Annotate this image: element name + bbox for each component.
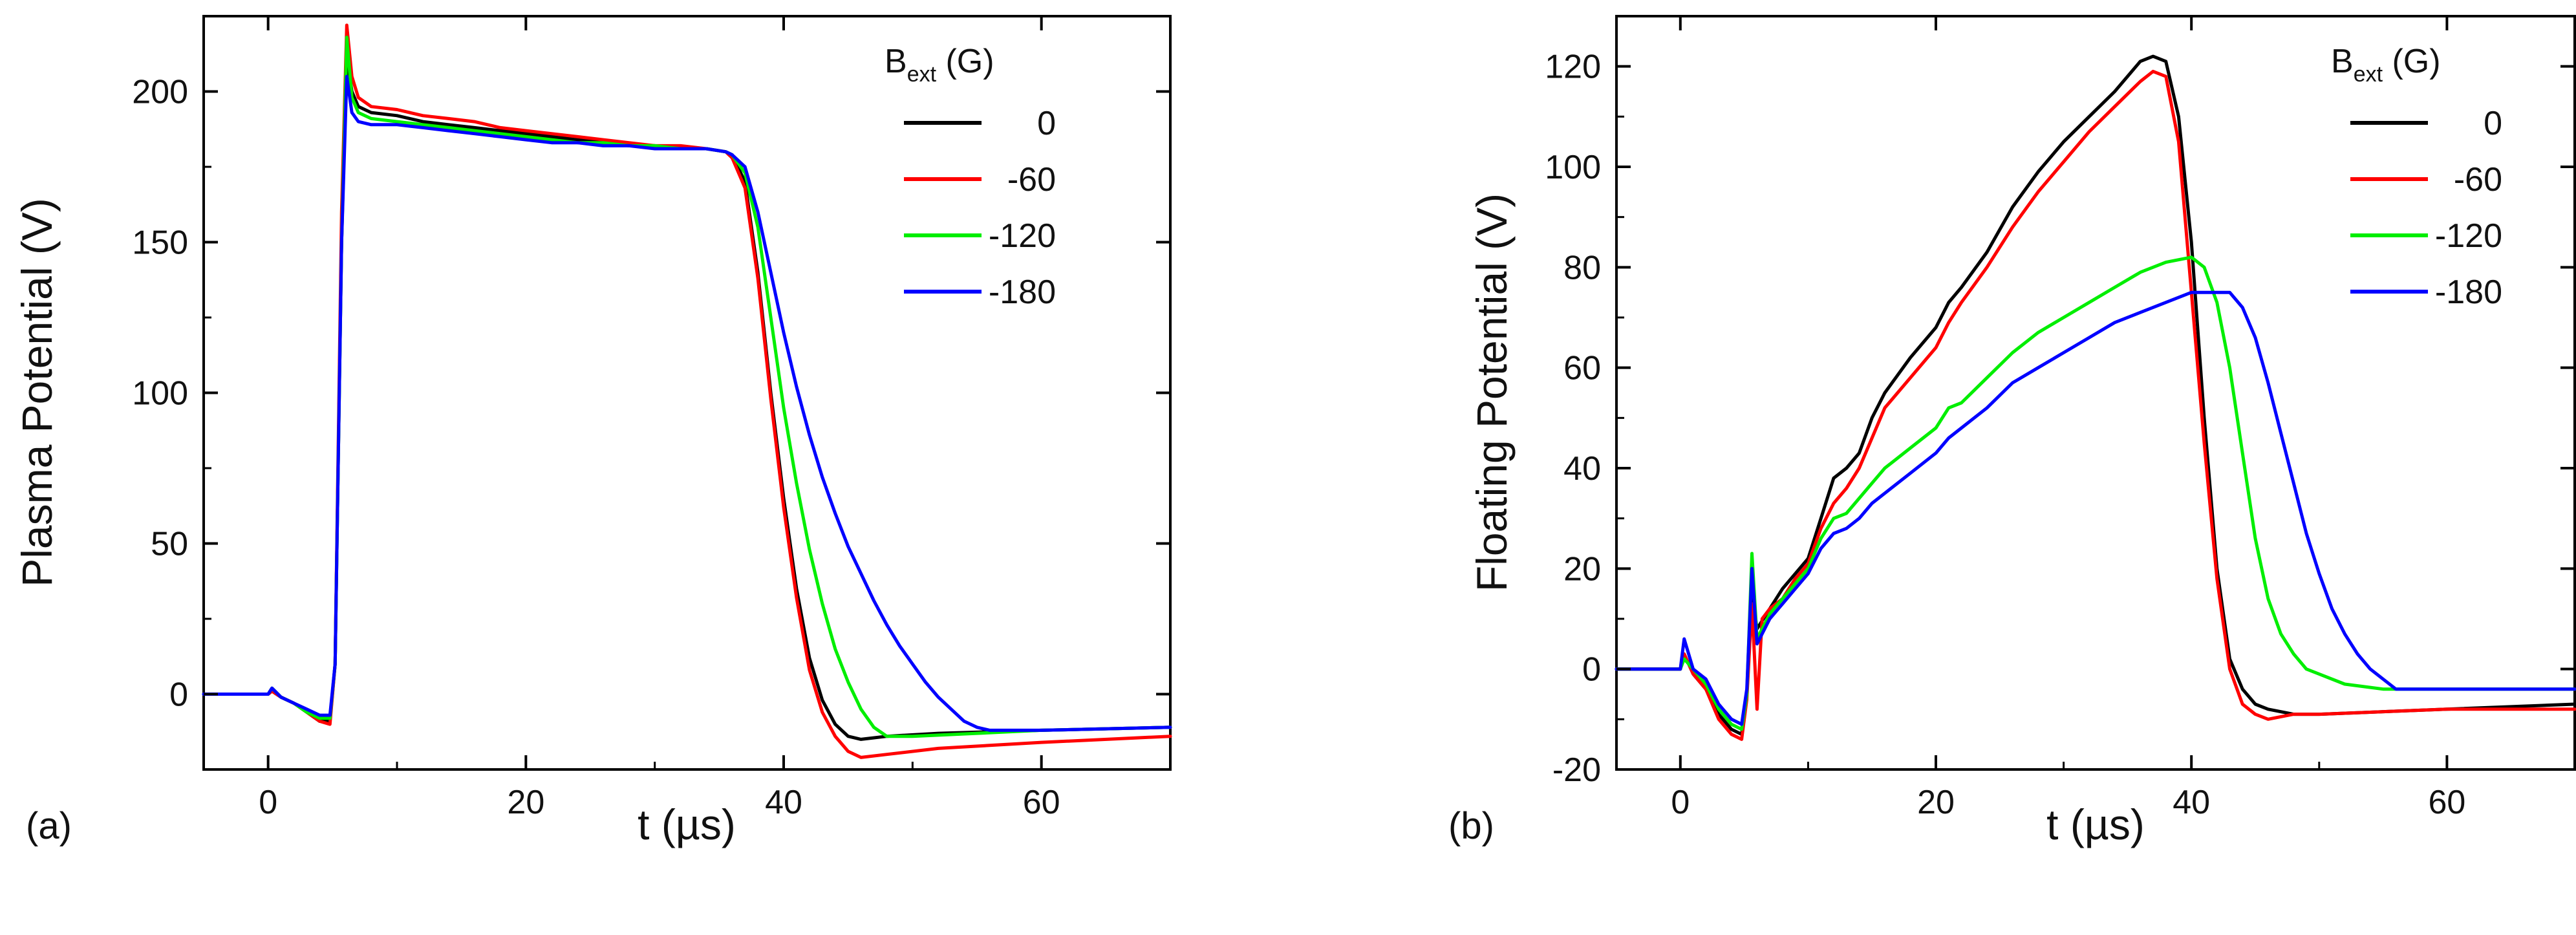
panel-a-legend-label: -180 (989, 274, 1056, 311)
panel-b-x-tick-label: 40 (2173, 784, 2210, 821)
panel-b-y-axis-title: Floating Potential (V) (1468, 193, 1516, 592)
panel-b-x-ticks: 0 20 40 60 (1671, 16, 2576, 821)
panel-a-x-axis-title: t (µs) (638, 801, 736, 848)
panel-b-y-tick-label: 120 (1545, 48, 1601, 86)
panel-b-y-tick-label: -20 (1552, 751, 1601, 789)
panel-b-legend-label: -120 (2435, 217, 2502, 255)
panel-b-y-tick-label: 40 (1563, 450, 1601, 488)
panel-a-series (202, 23, 1172, 759)
panel-b-x-axis-title: t (µs) (2046, 801, 2145, 848)
panel-b-floating-potential: 0 20 40 60 -20 0 20 40 60 80 100 120 t (µs) Floati… (1448, 15, 2576, 848)
panel-a-legend-label: -120 (989, 217, 1056, 255)
panel-a-series-line-neg120 (202, 36, 1172, 738)
panel-b-x-tick-label: 20 (1917, 784, 1955, 821)
panel-a-y-tick-label: 100 (132, 375, 188, 413)
panel-a-x-tick-label: 20 (507, 784, 544, 821)
panel-b-y-tick-label: 100 (1545, 149, 1601, 186)
panel-b-y-ticks: -20 0 20 40 60 80 100 120 (1545, 15, 2575, 789)
panel-a-y-axis-title: Plasma Potential (V) (13, 198, 61, 587)
panel-b-series (1615, 54, 2576, 741)
panel-b-legend-entries: 0 -60 -120 -180 (2350, 105, 2502, 311)
panel-b-label: (b) (1448, 805, 1494, 847)
panel-a-y-tick-label: 150 (132, 224, 188, 262)
panel-b-plot-frame (1615, 15, 2576, 771)
panel-b-series-line-neg180 (1615, 290, 2576, 726)
panel-b-legend-label: 0 (2484, 105, 2502, 142)
panel-a-x-ticks: 0 20 40 60 (259, 16, 1172, 821)
panel-a-legend-label: 0 (1037, 105, 1056, 142)
panel-a-plasma-potential: 0 20 40 60 0 50 100 150 200 t (µs) Plasma Poten… (13, 15, 1172, 848)
panel-a-y-tick-label: 200 (132, 74, 188, 111)
panel-a-x-tick-label: 40 (765, 784, 802, 821)
panel-a-x-tick-label: 0 (259, 784, 277, 821)
panel-b-legend-label: -180 (2435, 274, 2502, 311)
panel-a-legend-label: -60 (1007, 161, 1056, 199)
panel-a-legend-entries: 0 -60 -120 -180 (904, 105, 1056, 311)
panel-a-x-tick-label: 60 (1023, 784, 1060, 821)
panel-a-y-tick-label: 50 (151, 526, 188, 563)
panel-a-series-line-neg60 (202, 23, 1172, 759)
panel-a-label: (a) (26, 805, 72, 847)
panel-b-x-tick-label: 60 (2428, 784, 2465, 821)
panel-b-legend-label: -60 (2454, 161, 2502, 199)
panel-a-plot-frame (202, 15, 1172, 771)
panel-a-series-line-neg180 (202, 74, 1172, 732)
panel-a-legend-title: Bext (G) (885, 43, 994, 87)
panel-a-legend: Bext (G) 0 -60 -120 -180 (885, 43, 1056, 311)
panel-b-legend: Bext (G) 0 -60 -120 -180 (2331, 43, 2502, 311)
panel-b-x-tick-label: 0 (1671, 784, 1690, 821)
panel-a-y-ticks: 0 50 100 150 200 (132, 15, 1170, 714)
panel-b-y-tick-label: 80 (1563, 249, 1601, 286)
panel-b-y-tick-label: 60 (1563, 350, 1601, 387)
panel-b-legend-title: Bext (G) (2331, 43, 2441, 87)
panel-a-series-line-0 (202, 54, 1172, 741)
panel-b-y-tick-label: 0 (1582, 651, 1601, 689)
panel-a-y-tick-label: 0 (169, 676, 188, 714)
panel-b-y-tick-label: 20 (1563, 550, 1601, 588)
